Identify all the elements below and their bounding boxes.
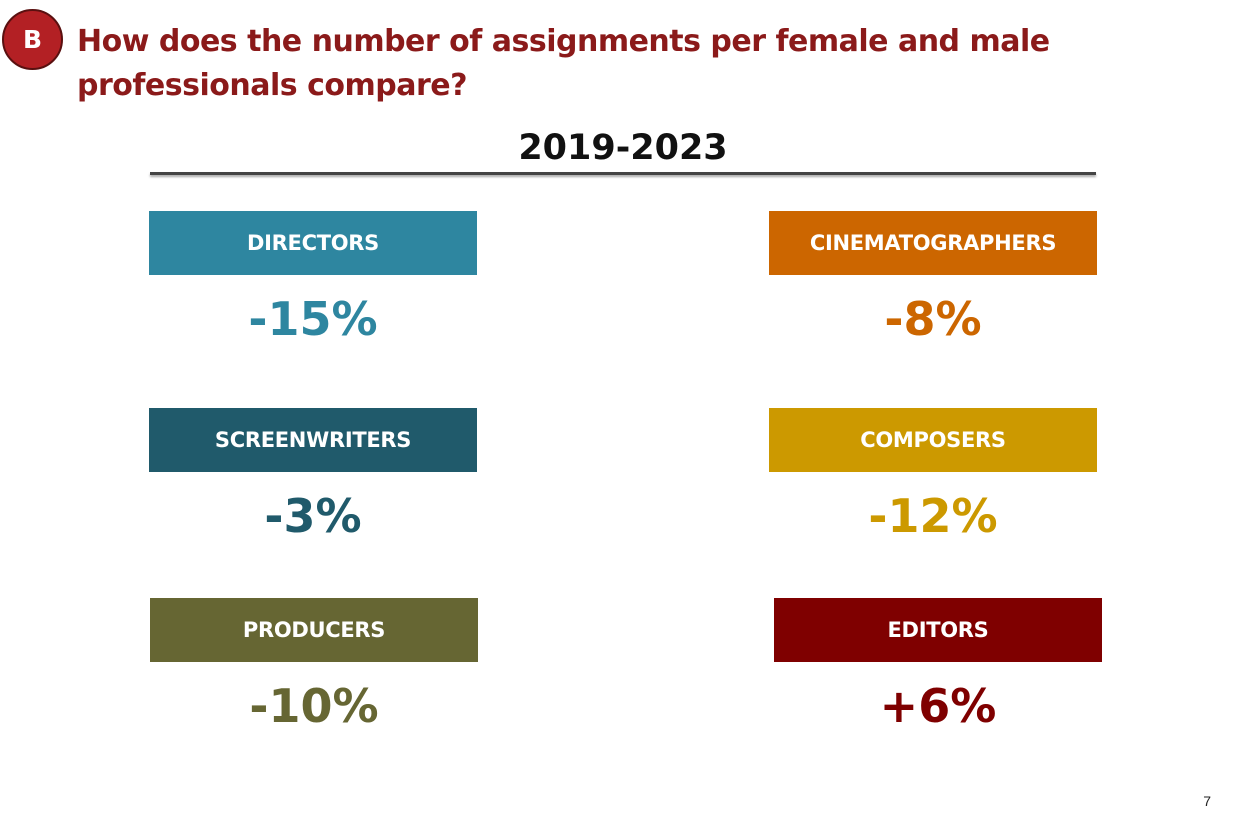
card-label: EDITORS	[774, 598, 1102, 662]
card-label: COMPOSERS	[769, 408, 1097, 472]
section-badge: B	[2, 9, 63, 70]
period-heading: 2019-2023	[518, 128, 728, 168]
card-label: SCREENWRITERS	[149, 408, 477, 472]
card-directors: DIRECTORS -15%	[149, 211, 477, 347]
card-label: PRODUCERS	[150, 598, 478, 662]
card-producers: PRODUCERS -10%	[150, 598, 478, 734]
card-screenwriters: SCREENWRITERS -3%	[149, 408, 477, 544]
divider-rule	[150, 172, 1096, 175]
card-value: -3%	[264, 489, 362, 543]
card-label: CINEMATOGRAPHERS	[769, 211, 1097, 275]
card-composers: COMPOSERS -12%	[769, 408, 1097, 544]
card-value: -8%	[884, 292, 982, 346]
card-editors: EDITORS +6%	[774, 598, 1102, 734]
card-value: +6%	[879, 679, 997, 733]
slide-title: How does the number of assignments per f…	[77, 24, 1050, 103]
card-value: -12%	[868, 489, 998, 543]
card-cinematographers: CINEMATOGRAPHERS -8%	[769, 211, 1097, 347]
page-number: 7	[1203, 793, 1211, 809]
card-label: DIRECTORS	[149, 211, 477, 275]
card-value: -15%	[248, 292, 378, 346]
card-value: -10%	[249, 679, 379, 733]
